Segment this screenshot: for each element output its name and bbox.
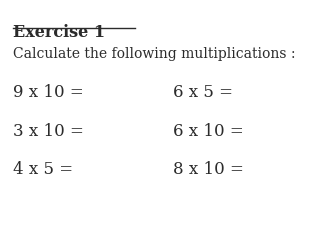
Text: 8 x 10 =: 8 x 10 =	[173, 161, 244, 178]
Text: Exercise 1: Exercise 1	[13, 24, 105, 41]
Text: Calculate the following multiplications :: Calculate the following multiplications …	[13, 47, 295, 60]
Text: 6 x 5 =: 6 x 5 =	[173, 84, 233, 100]
Text: 9 x 10 =: 9 x 10 =	[13, 84, 83, 100]
Text: 6 x 10 =: 6 x 10 =	[173, 122, 244, 139]
Text: 3 x 10 =: 3 x 10 =	[13, 122, 84, 139]
Text: 4 x 5 =: 4 x 5 =	[13, 161, 73, 178]
